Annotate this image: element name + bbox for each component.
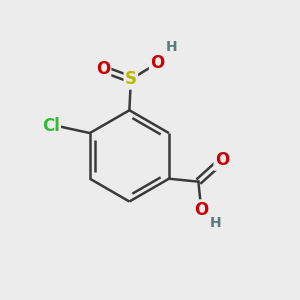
Text: H: H: [166, 40, 177, 54]
Text: O: O: [150, 54, 164, 72]
Text: Cl: Cl: [42, 117, 60, 135]
Text: O: O: [215, 152, 229, 169]
Text: O: O: [194, 201, 208, 219]
Text: O: O: [96, 60, 110, 78]
Text: S: S: [125, 70, 137, 88]
Text: H: H: [210, 216, 221, 230]
